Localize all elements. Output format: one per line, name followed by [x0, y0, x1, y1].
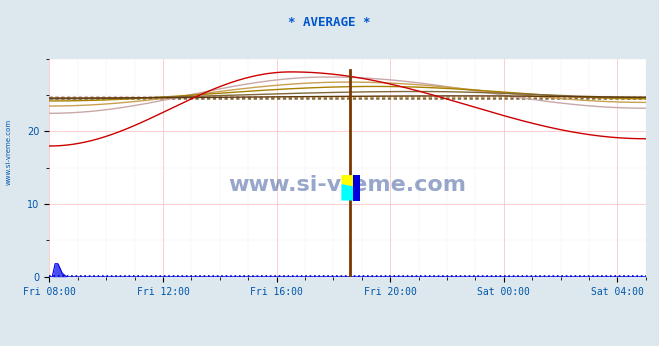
- Polygon shape: [341, 175, 360, 188]
- Text: www.si-vreme.com: www.si-vreme.com: [5, 119, 11, 185]
- Polygon shape: [341, 184, 360, 201]
- Text: www.si-vreme.com: www.si-vreme.com: [229, 175, 467, 195]
- Text: * AVERAGE *: * AVERAGE *: [288, 16, 371, 29]
- Bar: [353, 175, 360, 201]
